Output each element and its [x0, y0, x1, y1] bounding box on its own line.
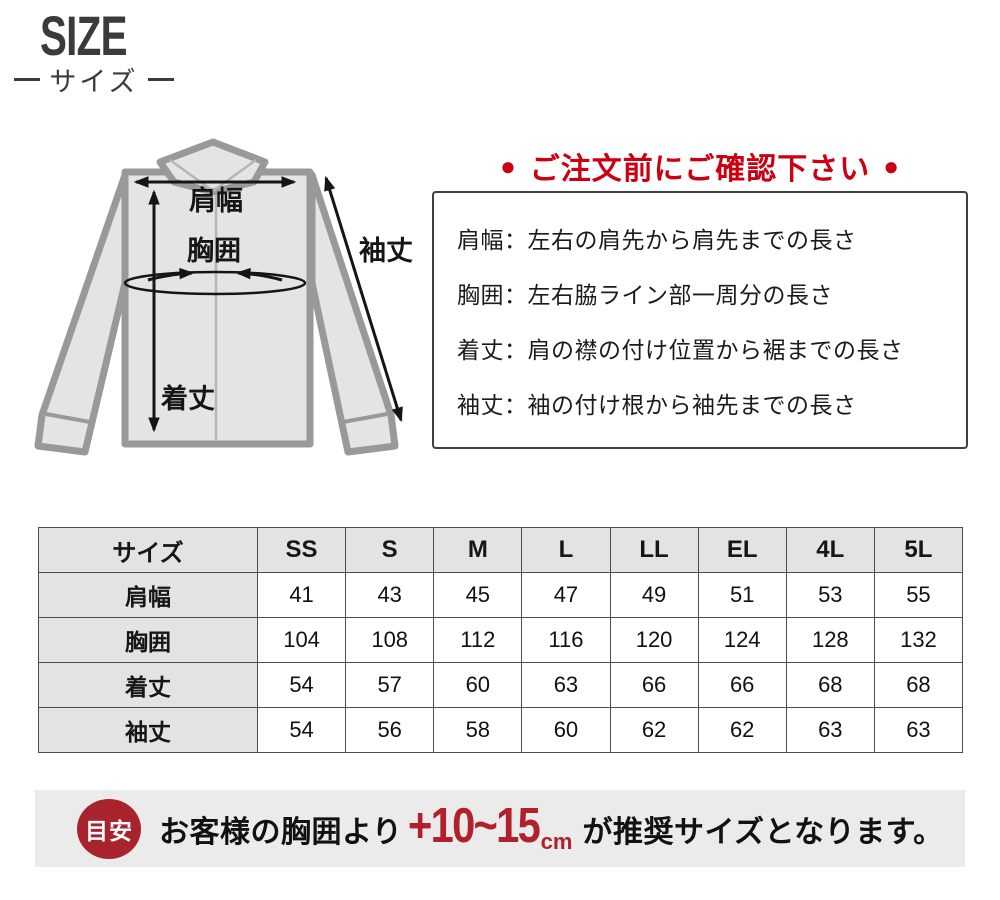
definition-row-chest: 胸囲：左右脇ライン部一周分の長さ: [457, 265, 956, 320]
cell: 62: [609, 707, 699, 753]
definition-term: 袖丈: [457, 391, 504, 418]
table-size-header-m: M: [433, 527, 523, 573]
cell: 62: [697, 707, 787, 753]
cell: 49: [609, 572, 699, 618]
shoulder-width-label: 肩幅: [189, 185, 243, 216]
definition-desc: 左右の肩先から肩先までの長さ: [527, 226, 857, 253]
table-size-header-5l: 5L: [873, 527, 964, 573]
bullet-icon-left: ●: [500, 151, 517, 181]
cell: 128: [785, 617, 875, 663]
cell: 43: [345, 572, 435, 618]
cell: 60: [521, 707, 611, 753]
table-size-header-ss: SS: [256, 527, 347, 573]
note-post-text: が推奨サイズとなります。: [582, 815, 944, 849]
cell: 68: [785, 662, 875, 708]
cell: 116: [521, 617, 611, 663]
row-label: 胸囲: [38, 617, 258, 663]
definition-term: 胸囲: [457, 281, 504, 308]
definition-row-shoulder: 肩幅：左右の肩先から肩先までの長さ: [457, 210, 956, 265]
row-label: 肩幅: [38, 572, 258, 618]
definition-desc: 袖の付け根から袖先までの長さ: [527, 391, 857, 418]
note-unit: cm: [540, 829, 573, 854]
cell: 108: [345, 617, 435, 663]
page-title: SIZE: [40, 4, 127, 67]
jacket-left-cuff-line: [45, 412, 91, 424]
note-pre-text: お客様の胸囲より: [159, 815, 403, 849]
table-row-chest: 胸囲 104 108 112 116 120 124 128 132: [38, 617, 964, 663]
cell: 124: [697, 617, 787, 663]
definition-row-sleeve: 袖丈：袖の付け根から袖先までの長さ: [457, 375, 956, 430]
chest-label: 胸囲: [187, 236, 241, 266]
chest-arrow-right: [235, 267, 283, 282]
chest-arrow-left: [147, 267, 195, 282]
definition-colon: ：: [504, 226, 528, 253]
body-length-label: 着丈: [160, 383, 215, 414]
guide-badge: 目安: [77, 798, 141, 859]
cell: 60: [433, 662, 523, 708]
cell: 68: [873, 662, 964, 708]
definition-colon: ：: [504, 391, 528, 418]
cell: 112: [433, 617, 523, 663]
table-size-header-l: L: [521, 527, 611, 573]
cell: 63: [521, 662, 611, 708]
cell: 55: [873, 572, 964, 618]
confirm-heading: ● ご注文前にご確認下さい ●: [432, 144, 968, 188]
size-table-header-row: サイズ SS S M L LL EL 4L 5L: [38, 527, 964, 573]
cell: 51: [697, 572, 787, 618]
page-subtitle: サイズ: [14, 60, 174, 99]
cell: 58: [433, 707, 523, 753]
cell: 57: [345, 662, 435, 708]
jacket-left-sleeve: [34, 171, 129, 456]
definition-colon: ：: [504, 281, 528, 308]
cell: 120: [609, 617, 699, 663]
recommendation-bar: 目安 お客様の胸囲より +10~15 cm が推奨サイズとなります。: [35, 790, 965, 867]
cell: 66: [697, 662, 787, 708]
definition-colon: ：: [504, 336, 528, 363]
subtitle-dash-right: [147, 78, 174, 81]
definition-term: 着丈: [457, 336, 504, 363]
subtitle-dash-left: [14, 78, 41, 81]
cell: 53: [785, 572, 875, 618]
cell: 45: [433, 572, 523, 618]
sleeve-length-arrow: [324, 175, 403, 423]
table-size-header-4l: 4L: [785, 527, 875, 573]
table-row-sleeve: 袖丈 54 56 58 60 62 62 63 63: [38, 707, 964, 753]
cell: 132: [873, 617, 964, 663]
table-row-length: 着丈 54 57 60 63 66 66 68 68: [38, 662, 964, 708]
table-size-header-s: S: [345, 527, 435, 573]
bullet-icon-right: ●: [883, 151, 900, 181]
definition-desc: 肩の襟の付け位置から裾までの長さ: [527, 336, 904, 363]
jacket-collar: [156, 138, 269, 196]
definition-desc: 左右脇ライン部一周分の長さ: [527, 281, 833, 308]
table-size-header-ll: LL: [609, 527, 699, 573]
table-corner-header: サイズ: [38, 527, 258, 573]
cell: 54: [256, 707, 347, 753]
definition-term: 肩幅: [457, 226, 504, 253]
cell: 47: [521, 572, 611, 618]
cell: 41: [256, 572, 347, 618]
page-subtitle-label: サイズ: [49, 67, 139, 97]
row-label: 袖丈: [38, 707, 258, 753]
confirm-heading-label: ご注文前にご確認下さい: [529, 153, 871, 186]
page-title-block: SIZE: [40, 8, 160, 64]
cell: 104: [256, 617, 347, 663]
cell: 54: [256, 662, 347, 708]
table-row-shoulder: 肩幅 41 43 45 47 49 51 53 55: [38, 572, 964, 618]
row-label: 着丈: [38, 662, 258, 708]
measurement-definitions-box: 肩幅：左右の肩先から肩先までの長さ 胸囲：左右脇ライン部一周分の長さ 着丈：肩の…: [432, 191, 968, 449]
cell: 56: [345, 707, 435, 753]
cell: 63: [785, 707, 875, 753]
definition-row-length: 着丈：肩の襟の付け位置から裾までの長さ: [457, 320, 956, 375]
note-highlight-value: +10~15: [408, 799, 541, 853]
jacket-measurement-diagram: 肩幅 着丈 胸囲 袖丈: [34, 138, 413, 456]
cell: 66: [609, 662, 699, 708]
cell: 63: [873, 707, 964, 753]
table-size-header-el: EL: [697, 527, 787, 573]
jacket-right-sleeve: [308, 171, 399, 456]
chest-ellipse: [123, 270, 307, 296]
sleeve-length-label: 袖丈: [359, 236, 413, 266]
size-table: サイズ SS S M L LL EL 4L 5L 肩幅 41 43 45 47 …: [38, 527, 964, 753]
